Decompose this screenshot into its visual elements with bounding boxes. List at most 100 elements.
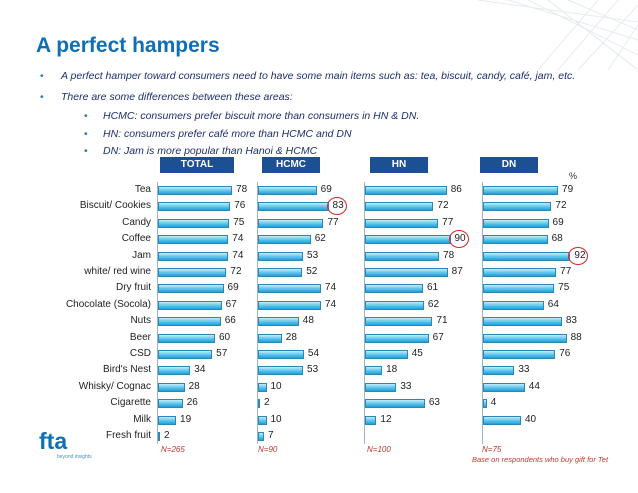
- bar-total: [158, 382, 185, 392]
- value-label-dn: 40: [525, 413, 537, 425]
- value-label-hcmc: 10: [270, 380, 282, 392]
- value-label-hn: 61: [426, 282, 439, 294]
- category-label: Biscuit/ Cookies: [79, 200, 151, 212]
- bar-dn: [483, 317, 562, 327]
- bar-total: [158, 350, 213, 359]
- bar-hn: [365, 268, 448, 277]
- value-label-total: 34: [194, 364, 206, 376]
- value-label-dn: 83: [565, 315, 577, 327]
- value-label-hn: 71: [436, 315, 448, 327]
- value-label-total: 78: [236, 184, 248, 195]
- category-label: Jam: [132, 249, 151, 261]
- value-label-total: 69: [227, 282, 239, 294]
- sample-size-total: N=265: [161, 445, 185, 454]
- bullet-glyph: •: [40, 91, 44, 103]
- value-label-total: 72: [230, 266, 242, 277]
- bar-dn: [483, 333, 567, 343]
- bar-total: [158, 284, 224, 294]
- highlight-circle: [568, 246, 589, 265]
- highlight-circle: [448, 230, 469, 249]
- bar-hcmc: [258, 186, 317, 195]
- value-label-dn: 77: [560, 266, 572, 277]
- value-label-hcmc: 52: [306, 266, 318, 277]
- value-label-hn: 18: [386, 364, 398, 376]
- value-label-hn: 62: [427, 298, 440, 310]
- bar-dn: [483, 350, 556, 359]
- value-label-hn: 67: [432, 331, 444, 343]
- series-header-dn: DN: [480, 157, 538, 173]
- bar-hcmc: [258, 284, 321, 294]
- value-label-hcmc: 53: [307, 364, 319, 376]
- bar-dn: [483, 300, 544, 310]
- value-label-hcmc: 2: [264, 397, 270, 409]
- sample-size-hcmc: N=90: [258, 445, 278, 454]
- category-label: Bird's Nest: [102, 364, 151, 376]
- bar-hcmc: [258, 415, 267, 425]
- value-label-total: 66: [224, 315, 236, 327]
- value-label-hn: 72: [437, 200, 449, 212]
- bar-hcmc: [258, 202, 329, 212]
- category-label: Chocolate (Socola): [65, 298, 151, 310]
- bar-hcmc: [258, 218, 324, 228]
- bullet-text: HN: consumers prefer café more than HCMC…: [103, 128, 352, 140]
- value-label-hn: 87: [451, 266, 463, 277]
- value-label-total: 19: [180, 413, 192, 425]
- bar-hn: [365, 218, 439, 228]
- value-label-hcmc: 77: [327, 216, 339, 228]
- bullet-glyph: •: [84, 128, 88, 140]
- value-label-total: 28: [188, 380, 200, 392]
- value-label-total: 57: [216, 348, 228, 359]
- value-label-hn: 45: [411, 348, 423, 359]
- value-label-hcmc: 54: [307, 348, 320, 359]
- bullet-text: There are some differences between these…: [61, 91, 293, 103]
- axis-line-total: [157, 182, 158, 444]
- sample-size-dn: N=75: [482, 445, 502, 454]
- series-header-hn: HN: [370, 157, 428, 173]
- bar-total: [158, 251, 229, 261]
- bar-total: [158, 202, 231, 212]
- value-label-hn: 78: [443, 249, 455, 261]
- value-label-hcmc: 62: [314, 233, 326, 245]
- bar-hcmc: [258, 432, 264, 441]
- bar-hcmc: [258, 251, 304, 261]
- bar-hcmc: [258, 268, 303, 277]
- bar-total: [158, 268, 227, 277]
- value-label-dn: 68: [551, 233, 563, 245]
- category-label: Candy: [122, 216, 151, 228]
- bar-dn: [483, 251, 571, 261]
- bar-hn: [365, 366, 383, 376]
- value-label-total: 2: [164, 430, 170, 441]
- value-label-hcmc: 74: [324, 298, 337, 310]
- value-label-hcmc: 48: [302, 315, 314, 327]
- value-label-hcmc: 7: [267, 430, 274, 441]
- value-label-hn: 33: [400, 380, 412, 392]
- bar-hn: [365, 284, 423, 294]
- value-label-dn: 76: [559, 348, 571, 359]
- value-label-total: 76: [234, 200, 246, 212]
- bar-hn: [365, 235, 451, 245]
- value-label-total: 60: [219, 331, 231, 343]
- bar-hn: [365, 333, 429, 343]
- value-label-total: 74: [232, 233, 244, 245]
- category-label: white/ red wine: [84, 266, 151, 277]
- bar-total: [158, 218, 230, 228]
- bar-hcmc: [258, 300, 321, 310]
- value-label-total: 74: [232, 249, 244, 261]
- bar-total: [158, 300, 222, 310]
- value-label-dn: 64: [547, 298, 559, 310]
- bar-total: [158, 186, 233, 195]
- axis-line-dn: [482, 182, 483, 444]
- series-header-hcmc: HCMC: [262, 157, 320, 173]
- value-label-total: 75: [233, 216, 245, 228]
- bar-hn: [365, 382, 397, 392]
- bullet-glyph: •: [84, 110, 88, 122]
- category-label: Milk: [133, 413, 151, 425]
- bar-dn: [483, 235, 548, 245]
- value-label-dn: 79: [562, 184, 574, 195]
- bar-hcmc: [258, 350, 304, 359]
- bar-hn: [365, 415, 377, 425]
- value-label-dn: 75: [558, 282, 570, 294]
- bullet-text: DN: Jam is more popular than Hanoi & HCM…: [103, 145, 318, 157]
- value-label-dn: 69: [552, 216, 564, 228]
- bar-hcmc: [258, 333, 282, 343]
